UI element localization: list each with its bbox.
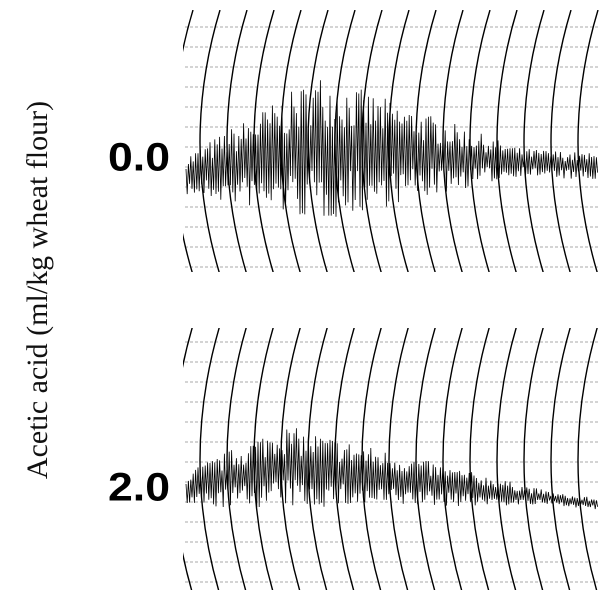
panel-label: 0.0: [108, 136, 170, 180]
chart-arc: [253, 328, 274, 590]
chart-arc: [388, 10, 410, 272]
panel-label: 2.0: [108, 466, 170, 510]
chart-arc: [280, 10, 302, 272]
chart-arc: [469, 10, 491, 272]
axis-label: Acetic acid (ml/kg wheat flour): [21, 101, 54, 479]
mixogram-trace: [185, 80, 598, 217]
chart-arc: [334, 328, 355, 590]
chart-arc: [226, 10, 248, 272]
chart-arc: [415, 328, 436, 590]
chart-arc: [199, 328, 220, 590]
mixogram-trace: [185, 428, 598, 510]
chart-arc: [442, 10, 464, 272]
chart-arc: [577, 328, 598, 590]
chart-arc: [388, 328, 409, 590]
chart-arc: [442, 328, 463, 590]
chart-arc: [496, 10, 518, 272]
chart-arc: [523, 10, 545, 272]
chart-arc: [469, 328, 490, 590]
chart-arc: [226, 328, 247, 590]
chart-arc: [253, 10, 275, 272]
chart-arc: [183, 328, 193, 590]
chart-arc: [523, 328, 544, 590]
chart-arc: [199, 10, 221, 272]
chart-arc: [550, 328, 571, 590]
chart-arc: [577, 10, 599, 272]
chart-arc: [550, 10, 572, 272]
chart-arc: [183, 10, 194, 272]
chart-arc: [361, 10, 383, 272]
mixogram-panel: [183, 328, 600, 590]
mixogram-panel: [183, 10, 600, 272]
chart-arc: [361, 328, 382, 590]
chart-arc: [280, 328, 301, 590]
chart-arc: [496, 328, 517, 590]
